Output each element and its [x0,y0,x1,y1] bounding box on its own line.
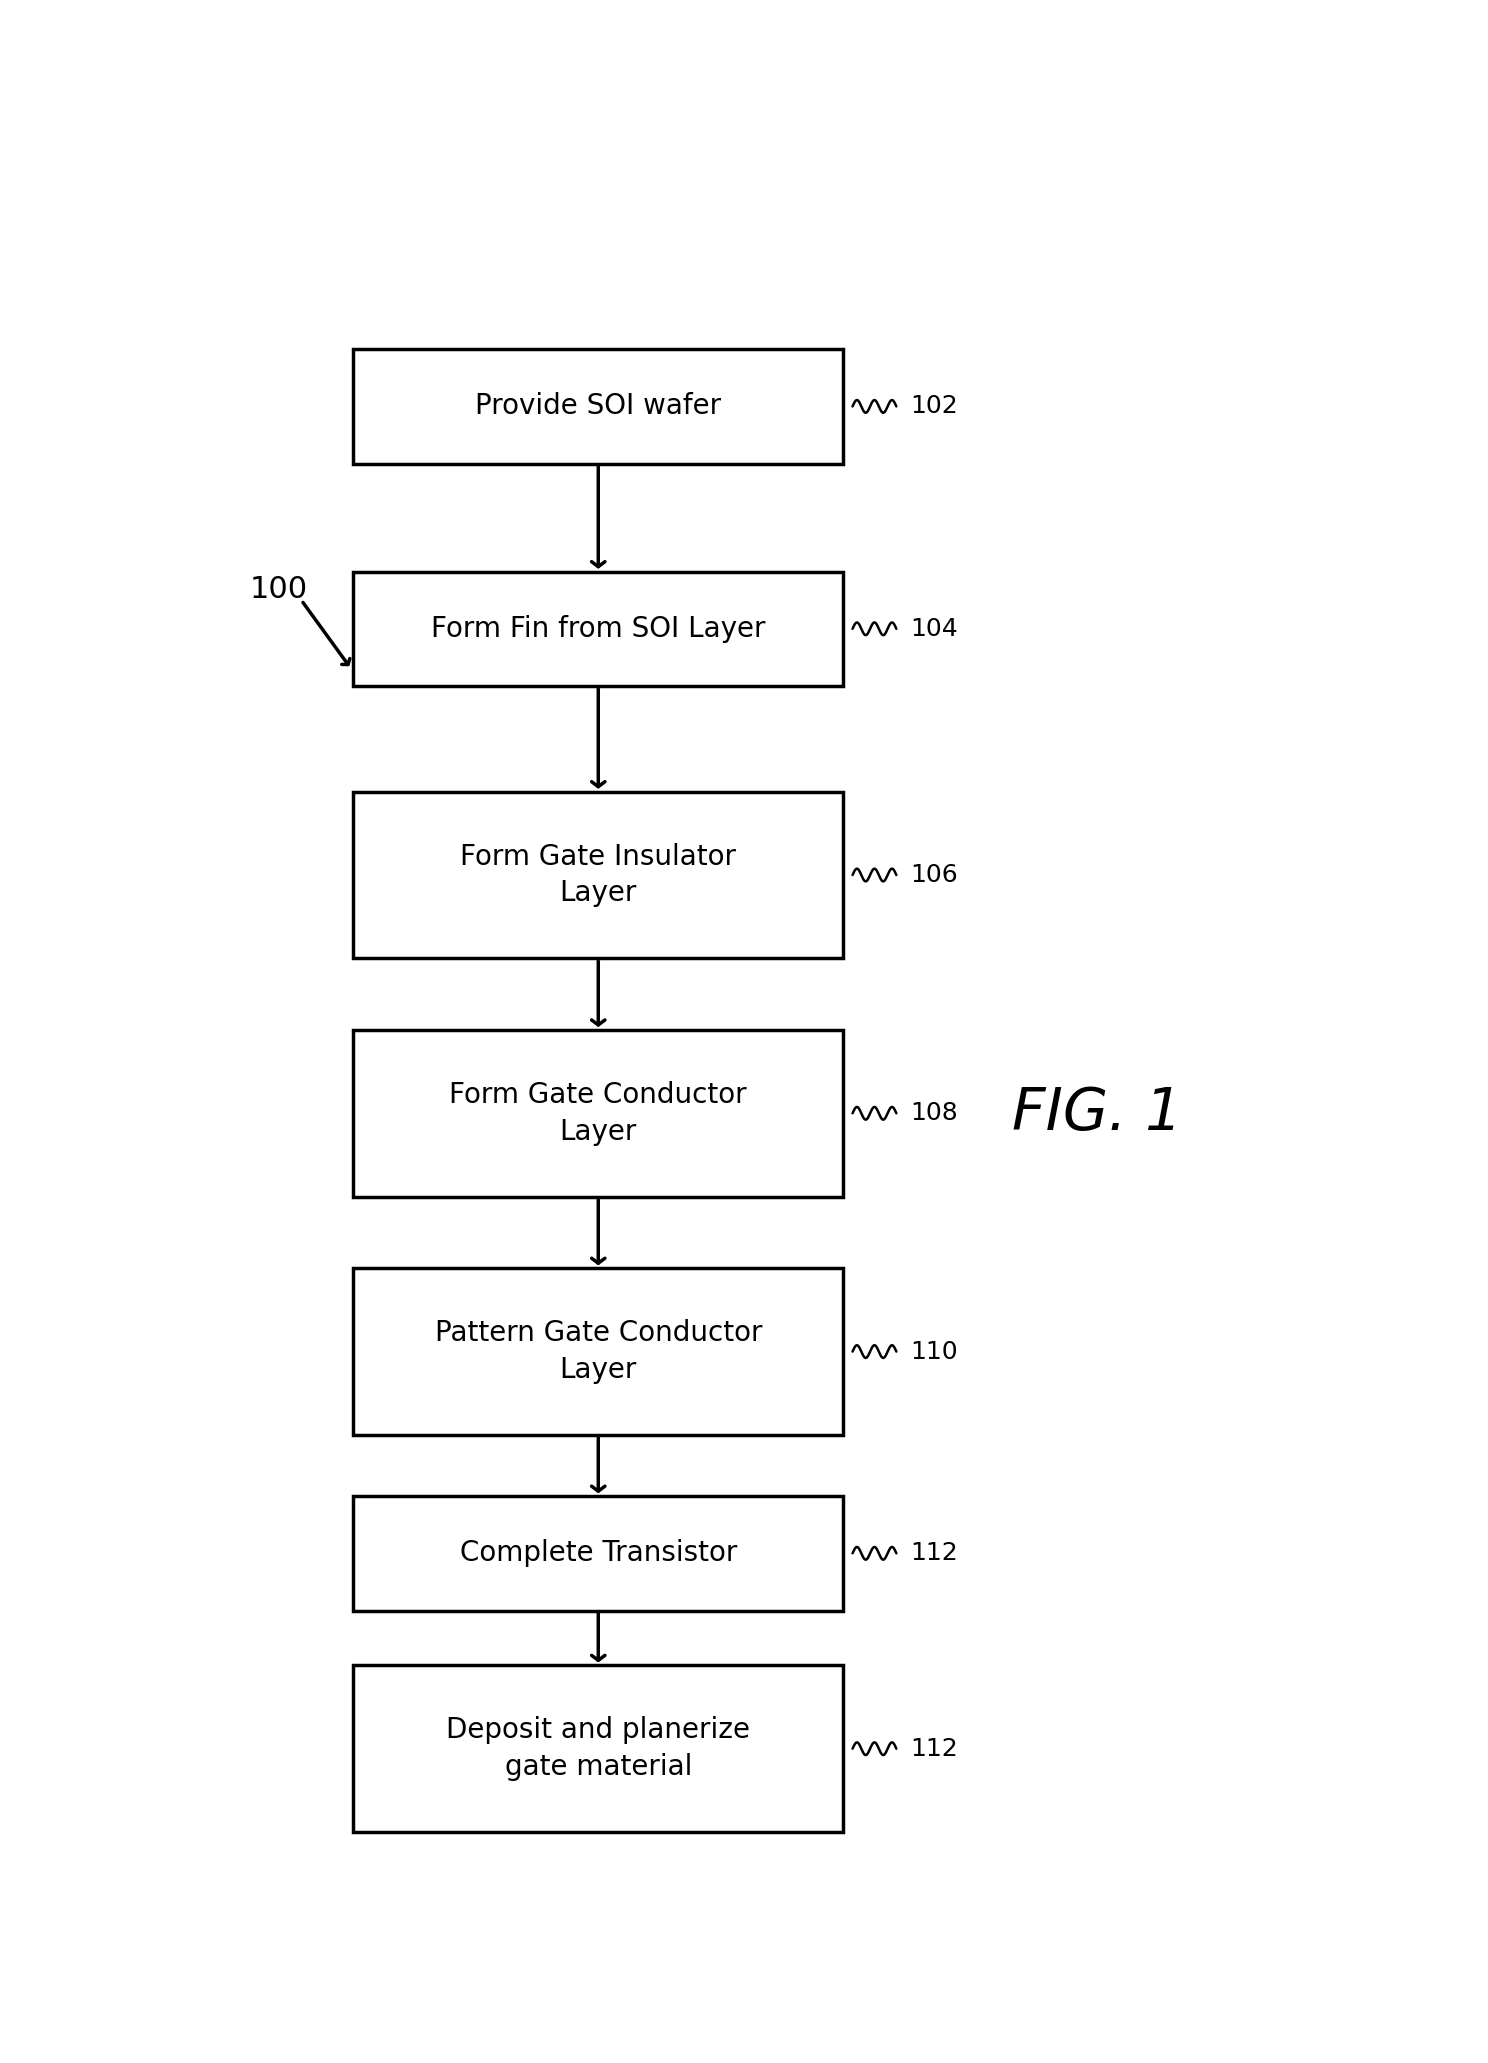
Text: 102: 102 [911,394,958,419]
Text: Pattern Gate Conductor
Layer: Pattern Gate Conductor Layer [434,1318,762,1384]
Bar [353,1029,844,1197]
Text: 104: 104 [911,617,958,642]
Text: 100: 100 [250,576,308,604]
Text: 110: 110 [911,1339,958,1364]
Text: Form Gate Insulator
Layer: Form Gate Insulator Layer [460,842,737,908]
Bar [353,1496,844,1611]
Text: 112: 112 [911,1737,958,1760]
Text: Form Fin from SOI Layer: Form Fin from SOI Layer [432,615,765,644]
Text: FIG. 1: FIG. 1 [1012,1085,1181,1141]
Text: 106: 106 [911,862,958,887]
Text: 108: 108 [911,1102,958,1124]
Text: 112: 112 [911,1541,958,1566]
Bar [353,1665,844,1832]
Bar [353,349,844,464]
Bar [353,1269,844,1436]
Bar [353,571,844,687]
Text: Provide SOI wafer: Provide SOI wafer [475,392,722,421]
Text: Form Gate Conductor
Layer: Form Gate Conductor Layer [449,1081,747,1145]
Bar [353,792,844,959]
Text: Complete Transistor: Complete Transistor [460,1539,737,1568]
Text: Deposit and planerize
gate material: Deposit and planerize gate material [446,1716,750,1780]
